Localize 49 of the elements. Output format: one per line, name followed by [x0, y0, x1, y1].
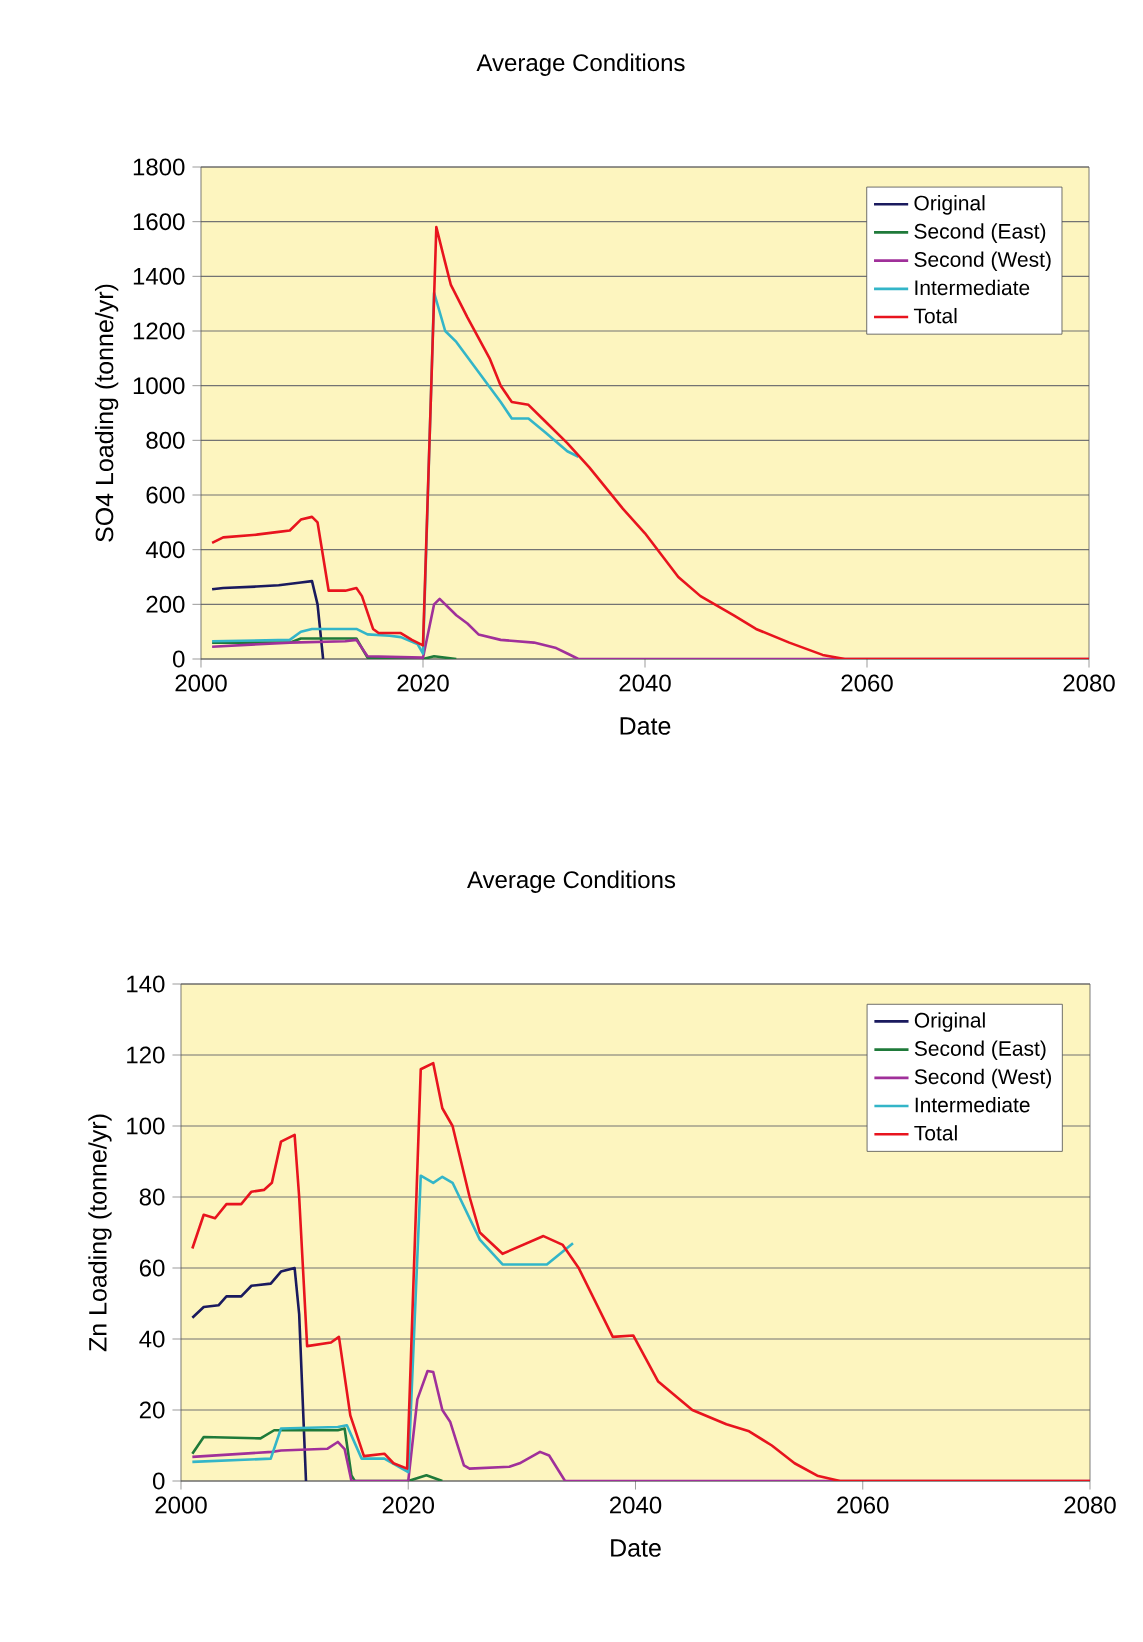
y-tick-label: 400 [145, 541, 185, 559]
chart-title: Average Conditions [467, 870, 676, 893]
x-tick-label: 2000 [155, 1496, 207, 1514]
x-tick-label: 2040 [619, 674, 671, 692]
y-tick-label: 40 [139, 1330, 165, 1348]
legend-label: Intermediate [915, 279, 1030, 296]
y-tick-label: 1800 [133, 158, 185, 176]
x-tick-label: 2020 [397, 674, 449, 692]
y-tick-label: 100 [127, 1117, 165, 1135]
legend-label: Total [914, 1125, 957, 1141]
y-tick-label: 20 [139, 1401, 165, 1419]
legend-label: Second (West) [914, 1068, 1052, 1089]
y-tick-label: 80 [139, 1188, 165, 1206]
x-tick-label: 2020 [382, 1496, 435, 1514]
y-tick-label: 1000 [133, 377, 185, 395]
y-tick-label: 0 [172, 650, 185, 668]
y-tick-label: 140 [127, 975, 165, 993]
legend-label: Total [913, 307, 957, 324]
x-axis-title: Date [611, 1539, 661, 1557]
y-axis-title: Zn Loading (tonne/yr) [88, 1114, 112, 1352]
x-tick-label: 2080 [1063, 674, 1115, 692]
line-series [210, 579, 325, 659]
y-tick-label: 1600 [133, 213, 185, 231]
x-tick-label: 2000 [175, 674, 227, 692]
line-series [191, 1266, 308, 1482]
y-tick-label: 0 [152, 1472, 165, 1490]
y-tick-label: 120 [127, 1046, 165, 1064]
x-tick-label: 2060 [841, 674, 893, 692]
legend-label: Intermediate [915, 1096, 1030, 1113]
y-tick-label: 60 [139, 1259, 165, 1277]
line-series [191, 1061, 1090, 1482]
y-tick-label: 1200 [133, 322, 185, 340]
legend-label: Original [914, 195, 985, 215]
legend-label: Original [914, 1012, 985, 1032]
y-tick-label: 200 [146, 595, 185, 613]
y-axis-title: SO4 Loading (tonne/yr) [94, 284, 119, 542]
line-series [210, 225, 1090, 659]
x-axis-title: Date [620, 717, 671, 735]
line-series [191, 1174, 575, 1474]
y-tick-label: 1400 [133, 267, 185, 285]
legend-label: Second (East) [914, 223, 1046, 243]
legend-label: Second (East) [914, 1040, 1046, 1061]
y-tick-label: 600 [146, 486, 185, 504]
x-tick-label: 2060 [837, 1496, 889, 1514]
x-tick-label: 2080 [1064, 1496, 1116, 1514]
chart-title: Average Conditions [476, 53, 685, 76]
legend-label: Second (West) [914, 251, 1051, 272]
y-tick-label: 800 [146, 431, 185, 449]
x-tick-label: 2040 [610, 1496, 662, 1514]
